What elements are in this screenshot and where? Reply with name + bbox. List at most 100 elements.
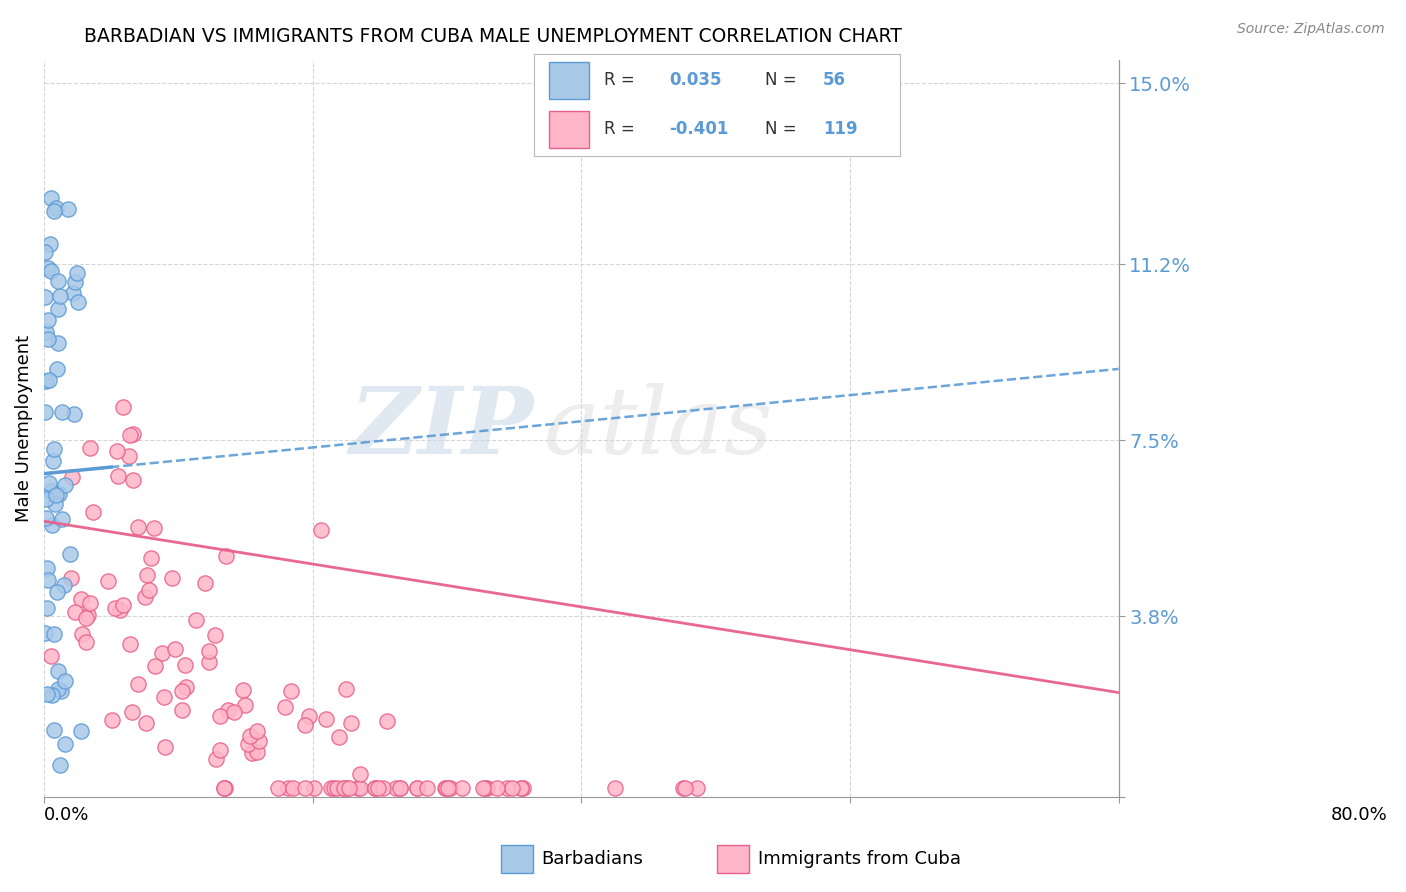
Point [35,374,58,388]
Point [332,780,354,795]
Point [485,780,508,795]
Point [56,202,79,216]
Text: 56: 56 [823,71,846,89]
Point [170,683,193,698]
Point [39,264,62,278]
Point [75,634,97,648]
Point [672,780,695,795]
Point [501,780,523,795]
Point [135,715,157,730]
Text: 0.035: 0.035 [669,71,723,89]
Point [44,442,66,456]
Point [45,584,67,599]
Text: R =: R = [603,120,634,138]
Point [143,521,166,535]
Point [198,644,221,658]
Point [240,746,263,760]
Text: N =: N = [765,71,796,89]
Point [153,740,176,755]
Point [121,705,143,719]
Point [309,524,332,538]
Point [326,780,349,795]
Point [49,758,72,772]
Point [294,718,316,732]
Point [475,780,498,795]
Point [105,443,128,458]
Point [63,276,86,290]
Point [79,596,101,610]
Point [328,730,350,744]
Point [35,325,58,339]
Point [37,313,59,327]
Point [112,400,135,414]
Point [280,683,302,698]
Point [170,703,193,717]
Text: BARBADIAN VS IMMIGRANTS FROM CUBA MALE UNEMPLOYMENT CORRELATION CHART: BARBADIAN VS IMMIGRANTS FROM CUBA MALE U… [84,27,903,45]
Point [45,488,67,502]
Point [46,301,69,316]
Point [173,657,195,672]
Bar [717,845,748,872]
Point [39,191,62,205]
Point [406,780,429,795]
Point [62,285,84,300]
Point [35,511,58,525]
Point [239,729,262,743]
Point [39,648,62,663]
Point [118,637,141,651]
Point [388,780,411,795]
Point [294,780,316,795]
Text: 0.0%: 0.0% [44,806,90,824]
Point [48,274,70,288]
Point [42,453,65,467]
Bar [548,62,589,99]
Point [315,713,337,727]
Point [450,780,472,795]
Text: 80.0%: 80.0% [1330,806,1388,824]
Point [34,626,56,640]
Point [184,613,207,627]
Point [35,687,58,701]
Point [209,742,232,756]
Point [138,582,160,597]
Text: Barbadians: Barbadians [541,849,644,868]
Point [277,780,299,795]
Point [349,780,371,795]
Point [434,780,457,795]
Point [437,780,460,795]
Point [34,404,56,418]
Point [472,780,495,795]
Point [60,571,83,585]
Point [62,470,84,484]
Point [236,737,259,751]
Point [673,780,696,795]
Point [174,680,197,694]
Point [165,642,187,657]
Point [405,780,427,795]
Point [205,752,228,766]
Text: atlas: atlas [544,384,773,474]
Point [371,780,394,795]
Point [111,598,134,612]
Point [70,627,93,641]
Point [139,550,162,565]
Text: Source: ZipAtlas.com: Source: ZipAtlas.com [1237,22,1385,37]
Point [77,608,100,623]
Point [63,605,86,619]
Point [62,407,84,421]
Point [375,714,398,729]
Point [70,724,93,739]
Point [231,682,253,697]
Point [214,549,236,563]
Point [512,780,534,795]
Point [45,201,67,215]
Point [39,483,62,498]
Bar [548,111,589,148]
Point [233,698,256,713]
Point [107,469,129,483]
Point [349,766,371,780]
Point [48,288,70,302]
Point [59,548,82,562]
Point [41,517,63,532]
Point [281,780,304,795]
